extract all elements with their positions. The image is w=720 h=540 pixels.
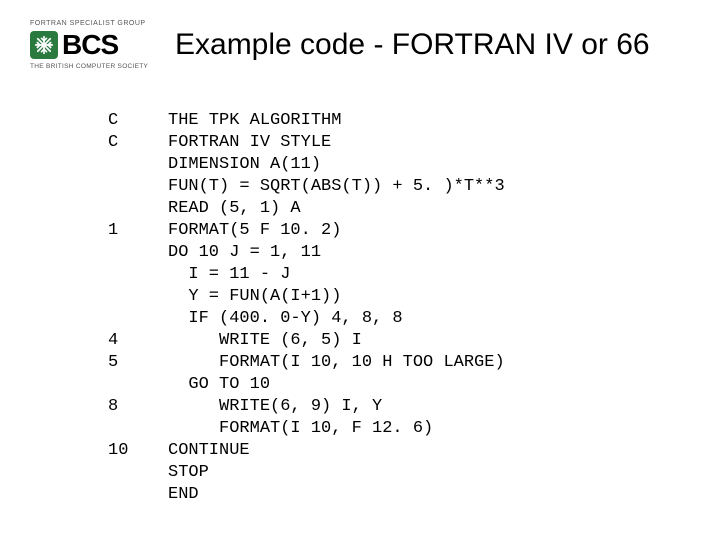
code-line-text: WRITE(6, 9) I, Y — [168, 396, 382, 418]
code-line: FUN(T) = SQRT(ABS(T)) + 5. )*T**3 — [100, 176, 505, 198]
code-line: 1FORMAT(5 F 10. 2) — [100, 220, 505, 242]
code-line-text: IF (400. 0-Y) 4, 8, 8 — [168, 308, 403, 330]
code-line: STOP — [100, 462, 505, 484]
code-line: 10CONTINUE — [100, 440, 505, 462]
code-line: 4 WRITE (6, 5) I — [100, 330, 505, 352]
code-line: I = 11 - J — [100, 264, 505, 286]
code-line-label: 10 — [100, 440, 168, 462]
code-line: READ (5, 1) A — [100, 198, 505, 220]
code-line-text: CONTINUE — [168, 440, 250, 462]
code-line-text: FUN(T) = SQRT(ABS(T)) + 5. )*T**3 — [168, 176, 505, 198]
code-line-label — [100, 286, 168, 308]
code-line-label: 4 — [100, 330, 168, 352]
code-line: CTHE TPK ALGORITHM — [100, 110, 505, 132]
code-line-text: Y = FUN(A(I+1)) — [168, 286, 341, 308]
code-line-label — [100, 484, 168, 506]
code-line-label: 8 — [100, 396, 168, 418]
code-line-text: I = 11 - J — [168, 264, 290, 286]
code-line-label: C — [100, 110, 168, 132]
code-line: 5 FORMAT(I 10, 10 H TOO LARGE) — [100, 352, 505, 374]
code-line-label — [100, 176, 168, 198]
code-line-text: DIMENSION A(11) — [168, 154, 321, 176]
code-line-text: FORTRAN IV STYLE — [168, 132, 331, 154]
code-line-label — [100, 418, 168, 440]
snowflake-icon — [34, 35, 54, 55]
code-block: CTHE TPK ALGORITHMCFORTRAN IV STYLEDIMEN… — [100, 110, 505, 506]
code-line-text: GO TO 10 — [168, 374, 270, 396]
logo-text: BCS — [62, 29, 118, 61]
code-line: DO 10 J = 1, 11 — [100, 242, 505, 264]
code-line-text: READ (5, 1) A — [168, 198, 301, 220]
code-line: 8 WRITE(6, 9) I, Y — [100, 396, 505, 418]
code-line-text: THE TPK ALGORITHM — [168, 110, 341, 132]
code-line-text: FORMAT(I 10, F 12. 6) — [168, 418, 433, 440]
code-line-label: 5 — [100, 352, 168, 374]
code-line: DIMENSION A(11) — [100, 154, 505, 176]
code-line: GO TO 10 — [100, 374, 505, 396]
bcs-logo: FORTRAN SPECIALIST GROUP BCS THE BRITISH… — [30, 20, 160, 70]
code-line-text: FORMAT(I 10, 10 H TOO LARGE) — [168, 352, 505, 374]
code-line-text: FORMAT(5 F 10. 2) — [168, 220, 341, 242]
code-line-label — [100, 374, 168, 396]
code-line-text: END — [168, 484, 199, 506]
code-line-label: 1 — [100, 220, 168, 242]
code-line-label — [100, 242, 168, 264]
logo-icon — [30, 31, 58, 59]
slide-title: Example code - FORTRAN IV or 66 — [175, 28, 650, 62]
logo-main: BCS — [30, 29, 160, 61]
code-line-text: STOP — [168, 462, 209, 484]
code-line: CFORTRAN IV STYLE — [100, 132, 505, 154]
code-line: END — [100, 484, 505, 506]
code-line-label — [100, 308, 168, 330]
code-line: FORMAT(I 10, F 12. 6) — [100, 418, 505, 440]
code-line: Y = FUN(A(I+1)) — [100, 286, 505, 308]
code-line: IF (400. 0-Y) 4, 8, 8 — [100, 308, 505, 330]
code-line-label — [100, 198, 168, 220]
code-line-label: C — [100, 132, 168, 154]
code-line-text: WRITE (6, 5) I — [168, 330, 362, 352]
code-line-label — [100, 264, 168, 286]
code-line-text: DO 10 J = 1, 11 — [168, 242, 321, 264]
logo-sub-text: THE BRITISH COMPUTER SOCIETY — [30, 63, 160, 70]
logo-top-text: FORTRAN SPECIALIST GROUP — [30, 20, 160, 27]
code-line-label — [100, 462, 168, 484]
code-line-label — [100, 154, 168, 176]
